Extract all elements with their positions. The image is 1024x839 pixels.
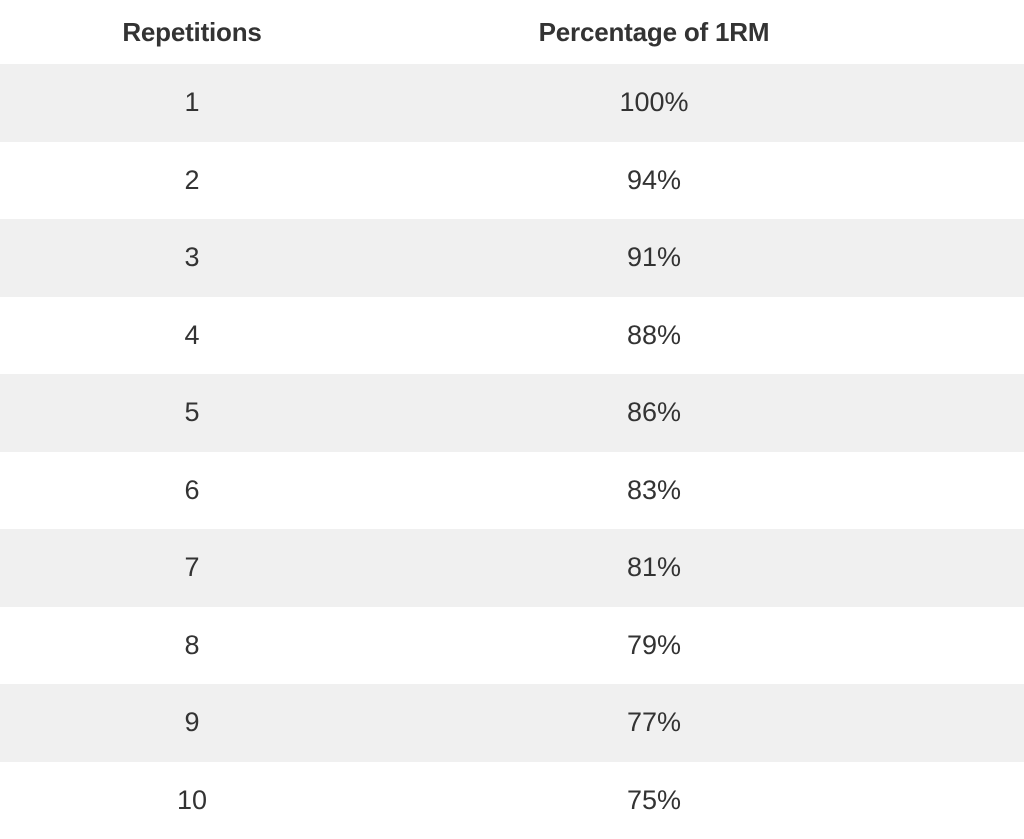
header-percentage: Percentage of 1RM bbox=[538, 16, 770, 47]
reps-cell: 9 bbox=[184, 707, 200, 738]
table-row: 7 81% bbox=[0, 529, 1024, 607]
percentage-cell: 86% bbox=[626, 397, 682, 428]
percentage-cell: 77% bbox=[626, 707, 682, 738]
table-row: 3 91% bbox=[0, 219, 1024, 297]
header-repetitions: Repetitions bbox=[122, 16, 262, 47]
percentage-cell: 79% bbox=[626, 629, 682, 660]
reps-cell: 3 bbox=[184, 242, 200, 273]
table-header-row: Repetitions Percentage of 1RM bbox=[0, 0, 1024, 64]
table-row: 1 100% bbox=[0, 64, 1024, 142]
reps-cell: 6 bbox=[184, 474, 200, 505]
reps-cell: 2 bbox=[184, 164, 200, 195]
table-row: 2 94% bbox=[0, 142, 1024, 220]
table-row: 8 79% bbox=[0, 607, 1024, 685]
reps-cell: 4 bbox=[184, 319, 200, 350]
table-row: 5 86% bbox=[0, 374, 1024, 452]
reps-cell: 5 bbox=[184, 397, 200, 428]
percentage-cell: 83% bbox=[626, 474, 682, 505]
reps-cell: 8 bbox=[184, 629, 200, 660]
reps-cell: 1 bbox=[184, 87, 200, 118]
reps-cell: 10 bbox=[176, 784, 208, 815]
table-row: 10 75% bbox=[0, 762, 1024, 839]
percentage-cell: 88% bbox=[626, 319, 682, 350]
table-row: 4 88% bbox=[0, 297, 1024, 375]
percentage-cell: 94% bbox=[626, 164, 682, 195]
table-row: 9 77% bbox=[0, 684, 1024, 762]
percentage-cell: 100% bbox=[619, 87, 689, 118]
reps-cell: 7 bbox=[184, 552, 200, 583]
percentage-cell: 75% bbox=[626, 784, 682, 815]
percentage-cell: 81% bbox=[626, 552, 682, 583]
table-row: 6 83% bbox=[0, 452, 1024, 530]
percentage-cell: 91% bbox=[626, 242, 682, 273]
